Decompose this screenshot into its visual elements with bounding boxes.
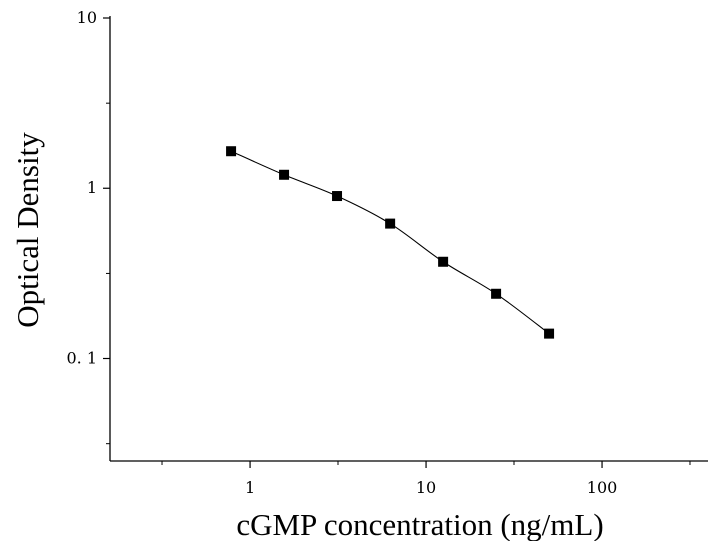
x-tick-label: 100 xyxy=(587,478,618,497)
x-axis-title: cGMP concentration (ng/mL) xyxy=(236,507,603,541)
data-point xyxy=(491,288,502,299)
y-tick-label: 1 xyxy=(87,178,97,197)
data-point xyxy=(544,328,555,339)
y-tick-label: 10 xyxy=(77,8,97,27)
x-tick-label: 10 xyxy=(416,478,436,497)
fit-curve xyxy=(230,150,550,335)
data-point xyxy=(279,169,290,180)
y-tick-label: 0. 1 xyxy=(66,348,97,367)
data-point xyxy=(226,146,237,157)
data-point xyxy=(438,256,449,267)
data-point xyxy=(332,191,343,202)
y-axis-title: Optical Density xyxy=(10,132,45,328)
plot-area: 0. 1 1 10 1 10 100 xyxy=(66,8,708,497)
x-tick-label: 1 xyxy=(245,478,255,497)
data-point xyxy=(385,218,396,229)
